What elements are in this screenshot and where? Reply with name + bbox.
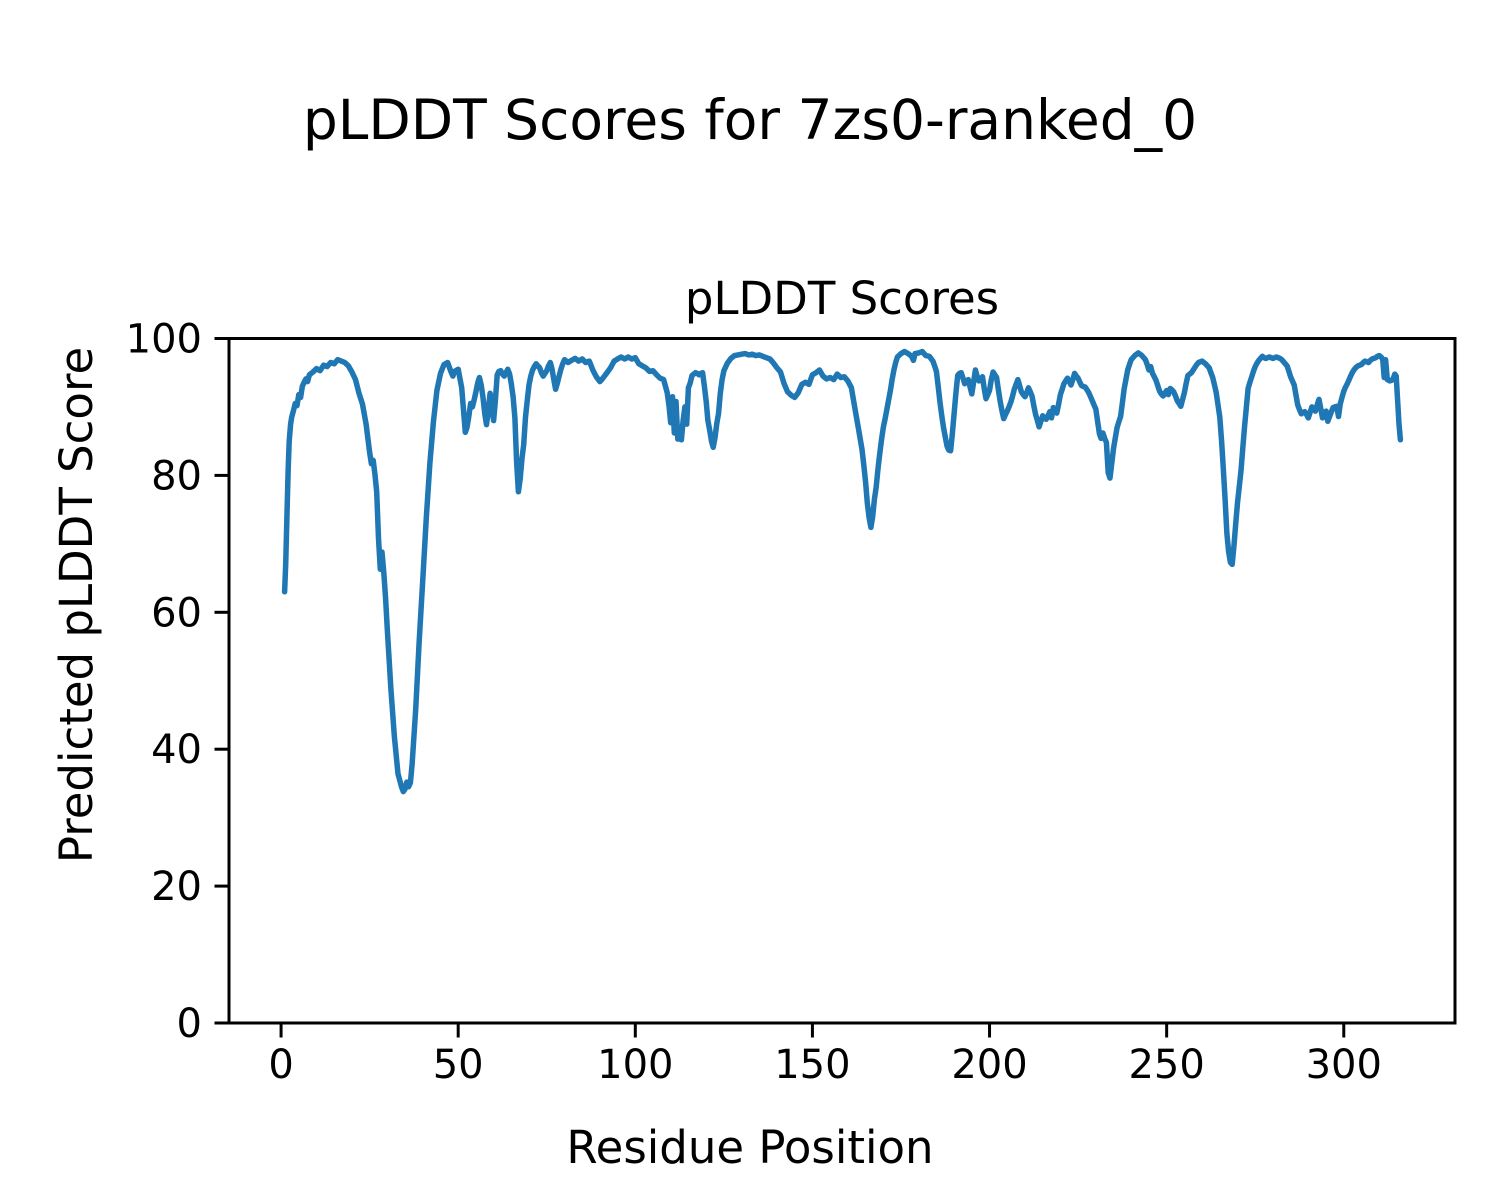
y-tick-label: 80 (151, 453, 202, 499)
y-tick-label: 100 (126, 317, 202, 363)
plddt-line-series (281, 348, 1404, 795)
x-axis-ticks (279, 1024, 1346, 1038)
x-axis-label: Residue Position (566, 1121, 933, 1174)
x-tick-label: 0 (268, 1042, 293, 1088)
figure-suptitle: pLDDT Scores for 7zs0-ranked_0 (303, 88, 1197, 152)
y-tick-label: 60 (151, 590, 202, 636)
y-axis-ticks (214, 337, 228, 1025)
y-axis-tick-labels: 0 20 40 60 80 100 (126, 317, 202, 1048)
y-axis-label: Predicted pLDDT Score (50, 347, 103, 863)
y-tick-label: 20 (151, 864, 202, 910)
x-tick-label: 150 (774, 1042, 850, 1088)
x-axis-tick-labels: 0 50 100 150 200 250 300 (268, 1042, 1382, 1088)
y-tick-label: 40 (151, 727, 202, 773)
x-tick-label: 250 (1128, 1042, 1204, 1088)
x-tick-label: 100 (597, 1042, 673, 1088)
x-tick-label: 300 (1306, 1042, 1382, 1088)
axes-frame (227, 337, 1457, 1025)
axes-title: pLDDT Scores (685, 272, 999, 325)
y-tick-label: 0 (177, 1001, 202, 1047)
x-tick-label: 50 (433, 1042, 484, 1088)
x-tick-label: 200 (951, 1042, 1027, 1088)
